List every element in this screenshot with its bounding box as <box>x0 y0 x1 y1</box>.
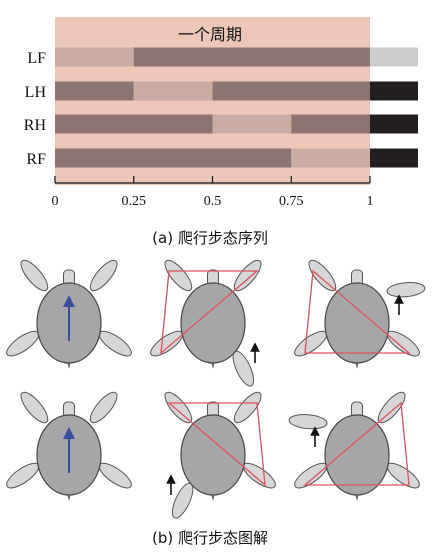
leg-rf <box>89 391 118 424</box>
turtle-shell <box>180 414 246 496</box>
support-triangle <box>304 269 411 354</box>
leg-rh <box>242 462 276 489</box>
leg-lh <box>6 462 40 489</box>
support-triangle <box>160 270 259 355</box>
bar-rf-stance-0 <box>55 148 292 168</box>
bar-rh-swing-1 <box>212 114 292 134</box>
turtle-panel-4 <box>6 391 132 500</box>
leg-lh <box>294 330 328 357</box>
leg-rh <box>386 330 420 357</box>
bar-rh-next-cycle <box>370 114 418 134</box>
x-tick-label: 0.75 <box>279 194 304 209</box>
turtle-panel-1 <box>6 259 132 368</box>
bar-lf-next-cycle <box>370 47 418 67</box>
leg-rh <box>98 462 132 489</box>
leg-lh <box>150 330 184 357</box>
bar-rh-stance-0 <box>55 114 213 134</box>
bar-rf-swing-1 <box>291 148 370 168</box>
x-tick-label: 0.5 <box>204 194 222 209</box>
caption-a: (a) 爬行步态序列 <box>152 229 268 247</box>
turtle-panel-2 <box>150 259 262 387</box>
x-axis: 0 0.25 0.5 0.75 1 <box>52 176 374 209</box>
caption-b: (b) 爬行步态图解 <box>152 529 268 547</box>
turtle-shell <box>324 282 390 364</box>
support-triangle <box>167 402 266 487</box>
crawl-gait-diagram <box>6 259 426 519</box>
leg-rf-swing <box>386 282 426 298</box>
turtle-panel-3 <box>294 259 426 368</box>
leg-rh <box>386 462 420 489</box>
leg-lh <box>6 330 40 357</box>
leg-label-lf: LF <box>27 50 46 67</box>
bar-rf-next-cycle <box>370 148 418 168</box>
x-tick-label: 1 <box>367 194 374 209</box>
leg-lf <box>20 391 49 424</box>
leg-rh <box>98 330 132 357</box>
leg-rf <box>233 391 262 424</box>
turtle-panel-5 <box>164 391 276 519</box>
cycle-title: 一个周期 <box>178 25 242 44</box>
bar-rh-stance-2 <box>291 114 370 134</box>
support-triangle <box>303 401 410 486</box>
leg-rf <box>89 259 118 292</box>
bar-lf-stance-1 <box>133 47 370 67</box>
leg-lf <box>164 259 193 292</box>
turtle-shell <box>324 414 390 496</box>
leg-lh <box>294 462 328 489</box>
x-tick-label: 0 <box>52 194 59 209</box>
turtle-shell <box>180 282 246 364</box>
leg-lf <box>20 259 49 292</box>
leg-lf-swing <box>288 414 328 430</box>
x-tick-label: 0.25 <box>122 194 147 209</box>
bar-lf-swing-0 <box>55 47 134 67</box>
turtle-panel-6 <box>288 391 420 500</box>
leg-label-lh: LH <box>25 84 47 101</box>
gait-sequence-chart: 一个周期 LF LH RH RF 0 0.25 0.5 0.75 1 (a) 爬行步态序列 <box>24 17 418 247</box>
bar-lh-swing-1 <box>133 81 213 101</box>
bar-lh-stance-2 <box>212 81 370 101</box>
bar-lh-next-cycle <box>370 81 418 101</box>
leg-label-rf: RF <box>26 151 46 168</box>
bar-lh-stance-0 <box>55 81 134 101</box>
leg-label-rh: RH <box>24 117 47 134</box>
